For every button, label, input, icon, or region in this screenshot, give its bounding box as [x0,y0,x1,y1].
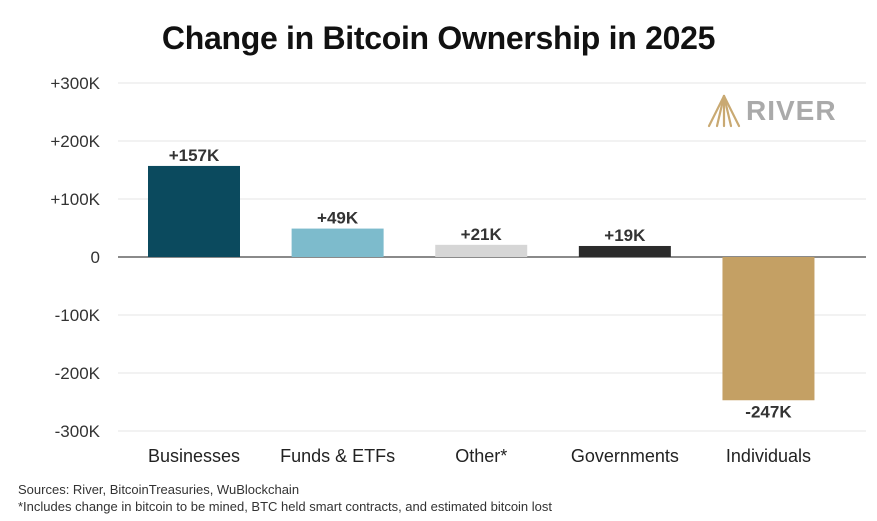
bar-other [435,244,528,257]
y-tick-label: +100K [50,190,100,209]
data-label: +157K [169,146,220,165]
river-logo-icon [707,94,741,128]
category-label: Businesses [148,446,240,466]
data-label: +49K [317,209,359,228]
y-tick-label: +300K [50,74,100,93]
sources-note: Sources: River, BitcoinTreasuries, WuBlo… [18,482,300,497]
y-tick-label: 0 [91,248,100,267]
y-tick-label: -300K [55,422,101,441]
category-label: Other* [455,446,507,466]
footnote: *Includes change in bitcoin to be mined,… [18,499,553,514]
y-tick-label: -200K [55,364,101,383]
category-label: Governments [571,446,679,466]
y-tick-label: +200K [50,132,100,151]
bar-funds-etfs [291,228,384,257]
data-label: +21K [461,225,503,244]
bar-businesses [148,165,240,257]
bar-governments [578,245,671,257]
logo-text: RIVER [746,95,837,126]
category-label: Individuals [726,446,811,466]
category-label: Funds & ETFs [280,446,395,466]
river-logo: RIVER [706,94,837,128]
bar-individuals [722,257,815,401]
data-label: -247K [745,402,792,421]
chart-title: Change in Bitcoin Ownership in 2025 [161,20,716,56]
y-tick-label: -100K [55,306,101,325]
data-label: +19K [604,226,646,245]
